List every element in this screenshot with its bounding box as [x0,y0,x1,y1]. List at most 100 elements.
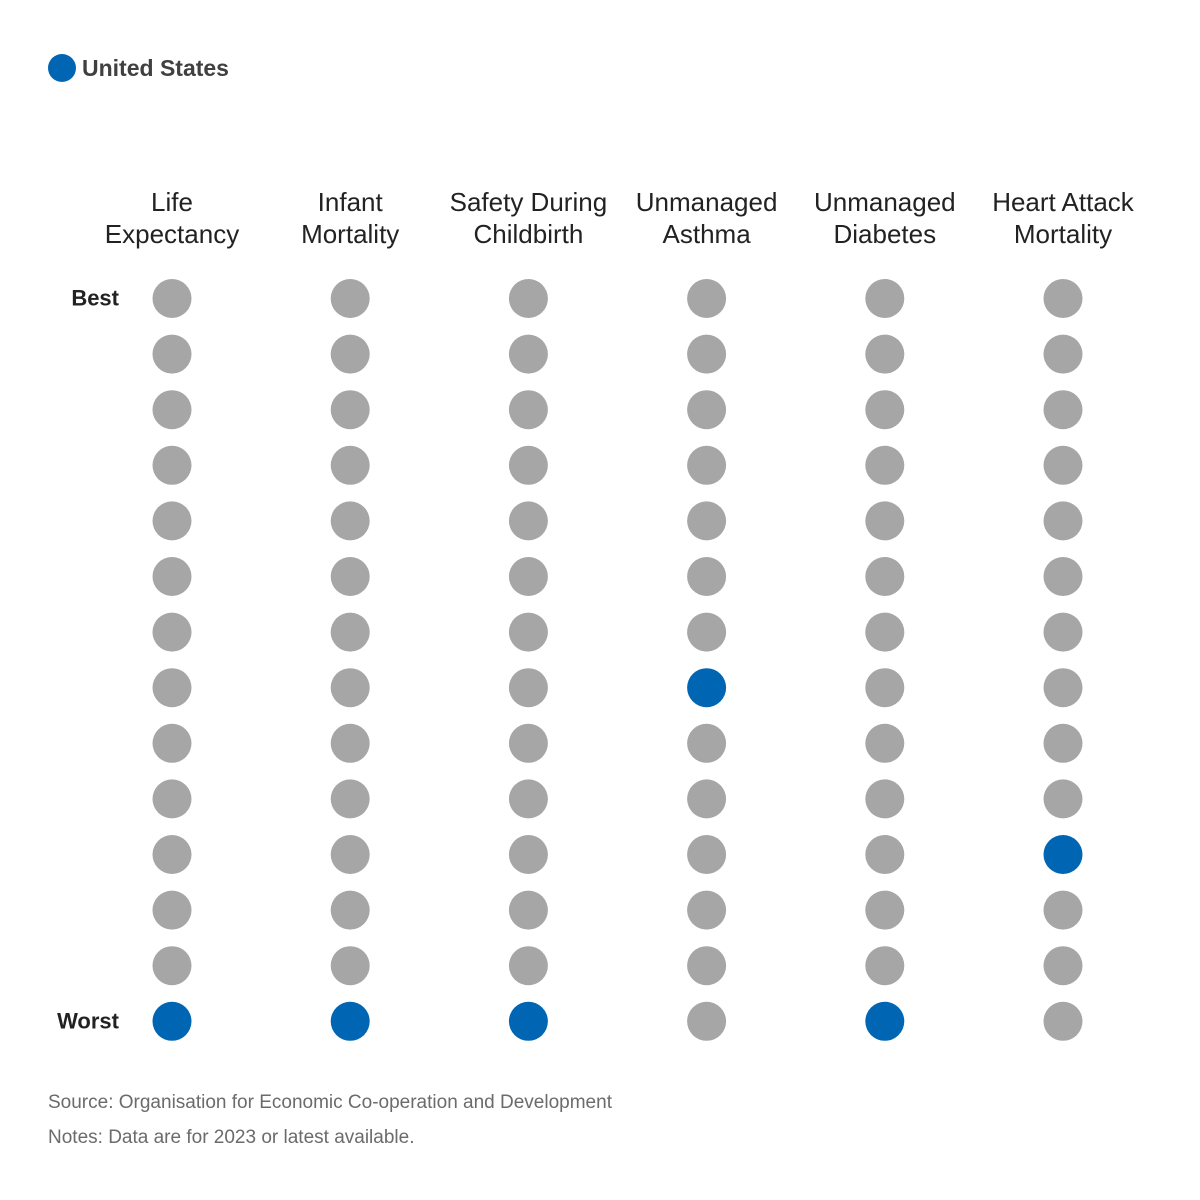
rank-dot [508,612,548,652]
rank-dot [330,890,370,930]
rank-dot [687,557,727,596]
rank-dot [508,890,548,930]
rank-dot [508,501,548,541]
column-label-safety-during-childbirth: Safety During [450,187,608,217]
rank-dot [508,334,548,374]
rank-dot [865,501,905,541]
us-rank-dot-infant-mortality [330,1001,370,1041]
rank-dot [508,723,548,763]
column-label-heart-attack-mortality: Mortality [1014,219,1112,249]
rank-dot [687,334,727,374]
rank-dot [152,557,192,596]
rank-dot [865,334,905,374]
column-label-unmanaged-diabetes: Diabetes [833,219,936,249]
rank-dot [687,835,727,874]
rank-dot [865,612,905,652]
us-rank-dot-unmanaged-diabetes [865,1001,905,1041]
rank-dot [152,779,192,819]
rank-dot [687,612,727,652]
rank-dot [152,390,192,430]
rank-dot [152,279,192,318]
rank-dot [1043,557,1083,596]
rank-dot [330,445,370,485]
column-label-safety-during-childbirth: Childbirth [473,219,583,249]
rank-dot [687,779,727,819]
rank-dot [865,779,905,819]
legend-label-united-states: United States [82,54,229,81]
rank-dot [508,946,548,986]
column-label-life-expectancy: Expectancy [105,219,239,249]
legend: United States [48,54,229,82]
column-label-infant-mortality: Mortality [301,219,399,249]
rank-dot [152,668,192,708]
rank-dot [1043,390,1083,430]
us-rank-dot-heart-attack-mortality [1043,835,1083,874]
rank-dot [865,279,905,318]
rank-dot [330,946,370,986]
rank-dot [865,835,905,874]
rank-dot [1043,612,1083,652]
rank-dot [152,946,192,986]
rank-dot [152,890,192,930]
source-note: Source: Organisation for Economic Co-ope… [48,1092,612,1113]
rank-dot [687,1001,727,1041]
rank-dot [1043,334,1083,374]
rank-dot [687,390,727,430]
rank-dot [330,501,370,541]
rank-dot [865,946,905,986]
rank-dot [865,890,905,930]
rank-dot [687,723,727,763]
rank-dot [152,501,192,541]
rank-dot [508,779,548,819]
rank-dot [330,835,370,874]
rank-dot [508,445,548,485]
rank-label-worst: Worst [57,1008,120,1033]
rank-label-best: Best [71,286,119,311]
rank-dot [152,445,192,485]
rank-dot [865,390,905,430]
rank-dot [508,668,548,708]
rank-dot [687,445,727,485]
rank-dot [687,279,727,318]
rank-dot [865,557,905,596]
rank-dot [330,390,370,430]
rank-dot [1043,723,1083,763]
rank-dot [330,557,370,596]
rank-dot [1043,1001,1083,1041]
us-rank-dot-unmanaged-asthma [687,668,727,708]
column-label-heart-attack-mortality: Heart Attack [992,187,1135,217]
us-rank-dot-life-expectancy [152,1001,192,1041]
rank-dot [865,723,905,763]
rank-dot [330,612,370,652]
rank-dot [687,946,727,986]
rank-dot [865,445,905,485]
rank-dot [152,723,192,763]
rank-dot [1043,501,1083,541]
rank-dot [508,390,548,430]
column-label-infant-mortality: Infant [318,187,384,217]
rank-dot [152,334,192,374]
rank-dot [330,668,370,708]
rank-dot [330,334,370,374]
column-label-unmanaged-asthma: Unmanaged [636,187,778,217]
notes-text: Notes: Data are for 2023 or latest avail… [48,1127,415,1148]
rank-dot [508,835,548,874]
rank-dot [865,668,905,708]
rank-dot [330,779,370,819]
rank-dot [152,835,192,874]
rank-dot [1043,779,1083,819]
column-label-unmanaged-asthma: Asthma [663,219,752,249]
us-rank-dot-safety-during-childbirth [508,1001,548,1041]
rank-dot [1043,445,1083,485]
rank-dot [330,723,370,763]
rank-dot [1043,668,1083,708]
rank-dot [508,279,548,318]
rank-dot [1043,279,1083,318]
rank-dot [687,890,727,930]
rank-dot [330,279,370,318]
rank-dot [1043,890,1083,930]
column-label-unmanaged-diabetes: Unmanaged [814,187,956,217]
rank-dot [1043,946,1083,986]
rank-dot [687,501,727,541]
